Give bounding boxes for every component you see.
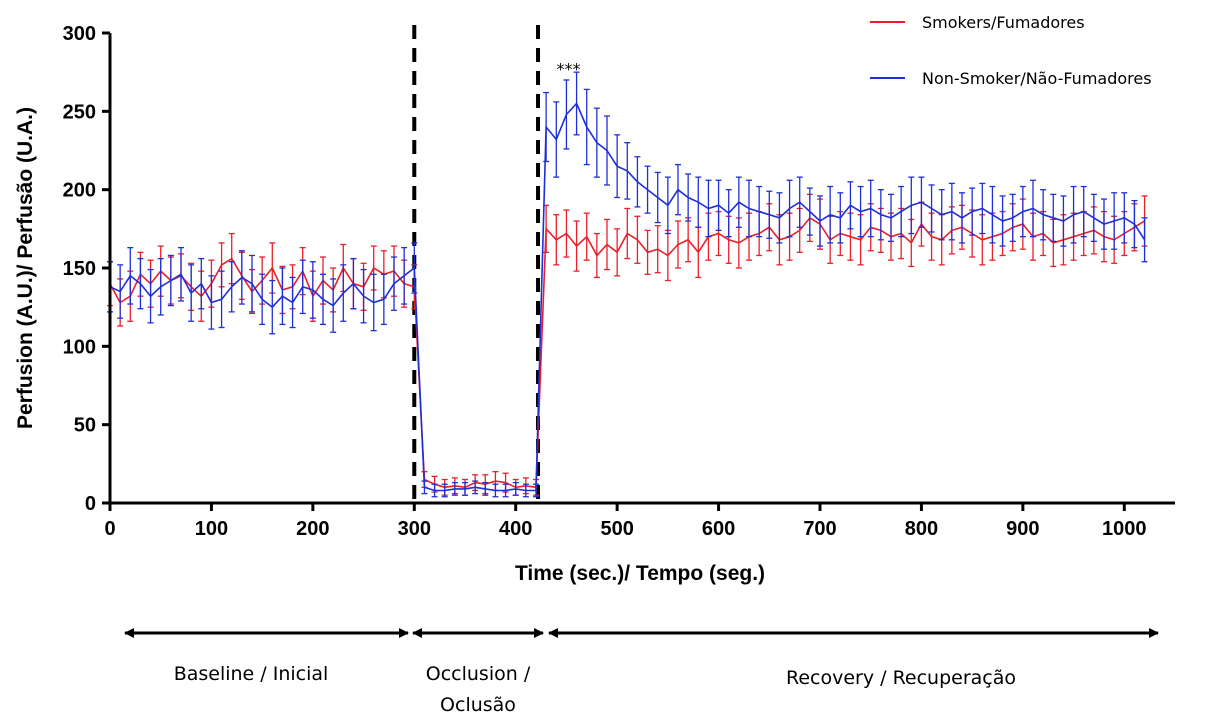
- y-tick-label: 50: [74, 415, 96, 437]
- phase-label-occlusion-line2: Oclusão: [440, 694, 516, 714]
- x-tick-label: 300: [398, 518, 431, 540]
- phase-label-occlusion: Occlusion /: [426, 663, 531, 685]
- y-tick-label: 300: [63, 23, 96, 45]
- y-tick-label: 100: [63, 336, 96, 358]
- y-ticks: 0 50 100 150 200 250 300: [63, 23, 110, 515]
- x-ticks: 0 100 200 300 400 500 600 700 800 900 1000: [104, 503, 1147, 540]
- event-lines: [412, 25, 541, 503]
- y-tick-label: 0: [85, 493, 96, 515]
- x-tick-label: 100: [195, 518, 228, 540]
- y-tick-label: 150: [63, 258, 96, 280]
- x-tick-label: 200: [296, 518, 329, 540]
- x-tick-label: 500: [600, 518, 633, 540]
- x-tick-label: 900: [1006, 518, 1039, 540]
- x-tick-label: 1000: [1102, 518, 1147, 540]
- series-line: [109, 102, 1146, 492]
- x-tick-label: 600: [702, 518, 735, 540]
- significance-marker: ***: [556, 59, 580, 78]
- y-tick-label: 200: [63, 180, 96, 202]
- phase-annotations: Baseline / Inicial Occlusion / Oclusão R…: [124, 628, 1159, 714]
- legend-label-smokers: Smokers/Fumadores: [922, 13, 1085, 32]
- x-tick-label: 800: [905, 518, 938, 540]
- phase-label-recovery: Recovery / Recuperação: [786, 667, 1016, 689]
- y-tick-label: 250: [63, 101, 96, 123]
- x-tick-label: 400: [499, 518, 532, 540]
- legend: Smokers/Fumadores Non-Smoker/Não-Fumador…: [870, 13, 1152, 88]
- x-tick-label: 0: [104, 518, 115, 540]
- legend-label-non-smokers: Non-Smoker/Não-Fumadores: [922, 69, 1152, 88]
- series-non-smokers: [107, 71, 1148, 498]
- y-axis-title: Perfusion (A.U.)/ Perfusão (U.A.): [14, 107, 37, 429]
- x-axis-title: Time (sec.)/ Tempo (seg.): [515, 562, 765, 585]
- series-smokers: [107, 193, 1148, 496]
- series-layer: [107, 71, 1148, 498]
- phase-label-baseline: Baseline / Inicial: [174, 663, 329, 685]
- x-tick-label: 700: [803, 518, 836, 540]
